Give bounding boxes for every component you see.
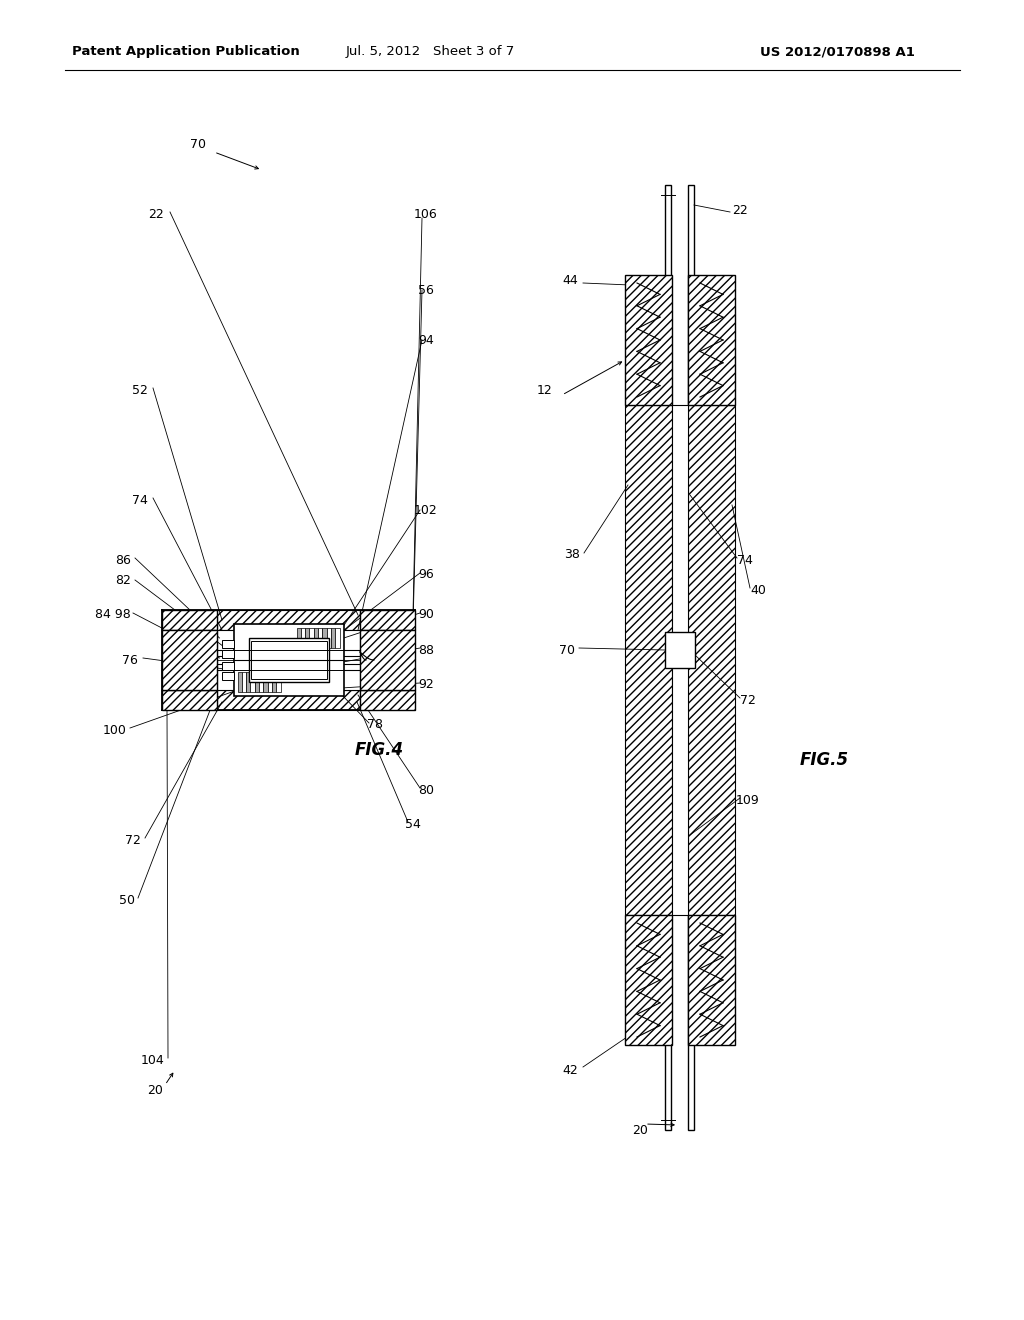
Bar	[221, 663, 233, 671]
Bar	[335, 628, 340, 648]
Bar	[688, 275, 735, 405]
Text: 38: 38	[564, 549, 580, 561]
Bar	[360, 630, 415, 690]
Bar	[251, 672, 255, 692]
Text: 44: 44	[562, 273, 578, 286]
Text: 40: 40	[750, 583, 766, 597]
Bar	[688, 185, 694, 1130]
Bar	[665, 632, 695, 668]
Text: 92: 92	[418, 678, 434, 692]
Text: 102: 102	[414, 503, 438, 516]
Bar	[263, 672, 267, 692]
Text: 56: 56	[418, 284, 434, 297]
Bar	[625, 915, 672, 1045]
Text: 80: 80	[418, 784, 434, 796]
Bar	[255, 672, 259, 692]
Text: 42: 42	[562, 1064, 578, 1077]
Text: 82: 82	[115, 573, 131, 586]
Bar	[221, 640, 233, 648]
Bar	[331, 628, 335, 648]
Text: 72: 72	[740, 693, 756, 706]
Text: 104: 104	[141, 1053, 165, 1067]
Text: 50: 50	[119, 894, 135, 907]
Bar	[301, 628, 305, 648]
Text: 22: 22	[148, 209, 164, 222]
Text: 76: 76	[122, 653, 138, 667]
Text: FIG.5: FIG.5	[800, 751, 849, 770]
Bar	[327, 628, 331, 648]
Bar	[221, 672, 233, 680]
Bar	[305, 628, 309, 648]
Bar	[267, 672, 272, 692]
Text: Patent Application Publication: Patent Application Publication	[72, 45, 300, 58]
Text: 54: 54	[406, 818, 421, 832]
Text: Jul. 5, 2012   Sheet 3 of 7: Jul. 5, 2012 Sheet 3 of 7	[345, 45, 515, 58]
Bar	[233, 624, 343, 696]
Bar	[625, 405, 672, 915]
Text: US 2012/0170898 A1: US 2012/0170898 A1	[760, 45, 914, 58]
Bar	[272, 672, 276, 692]
Text: 78: 78	[367, 718, 383, 731]
Text: 12: 12	[538, 384, 553, 396]
Bar	[297, 628, 301, 648]
Text: 22: 22	[732, 203, 748, 216]
Bar	[221, 649, 233, 657]
Text: 72: 72	[125, 833, 141, 846]
Bar	[318, 628, 323, 648]
Text: 90: 90	[418, 609, 434, 622]
Text: 94: 94	[418, 334, 434, 346]
Bar	[309, 628, 313, 648]
Bar	[162, 630, 217, 690]
Text: 74: 74	[132, 494, 147, 507]
Bar	[360, 690, 415, 710]
Text: FIG.4: FIG.4	[355, 741, 404, 759]
Bar	[665, 185, 671, 1130]
Text: 74: 74	[737, 553, 753, 566]
Text: 109: 109	[736, 793, 760, 807]
Text: 20: 20	[632, 1123, 648, 1137]
Text: 86: 86	[115, 553, 131, 566]
Text: 70: 70	[559, 644, 575, 656]
Bar	[688, 915, 735, 1045]
Bar	[162, 610, 217, 630]
Text: 88: 88	[418, 644, 434, 656]
Bar	[238, 672, 242, 692]
Bar	[251, 642, 327, 678]
Text: 106: 106	[414, 209, 438, 222]
Bar	[217, 610, 360, 630]
Text: 96: 96	[418, 569, 434, 582]
Bar	[162, 690, 217, 710]
Bar	[688, 405, 735, 915]
Bar	[249, 638, 329, 682]
Bar	[313, 628, 318, 648]
Bar	[276, 672, 281, 692]
Text: 70: 70	[190, 139, 206, 152]
Text: 84 98: 84 98	[95, 609, 131, 622]
Bar	[259, 672, 263, 692]
Bar	[217, 690, 360, 710]
Bar	[217, 630, 360, 690]
Bar	[672, 405, 688, 915]
Bar	[323, 628, 327, 648]
Text: 100: 100	[103, 723, 127, 737]
Bar	[242, 672, 246, 692]
Text: 52: 52	[132, 384, 147, 396]
Text: 20: 20	[147, 1084, 163, 1097]
Bar	[360, 610, 415, 630]
Bar	[625, 275, 672, 405]
Bar	[246, 672, 251, 692]
